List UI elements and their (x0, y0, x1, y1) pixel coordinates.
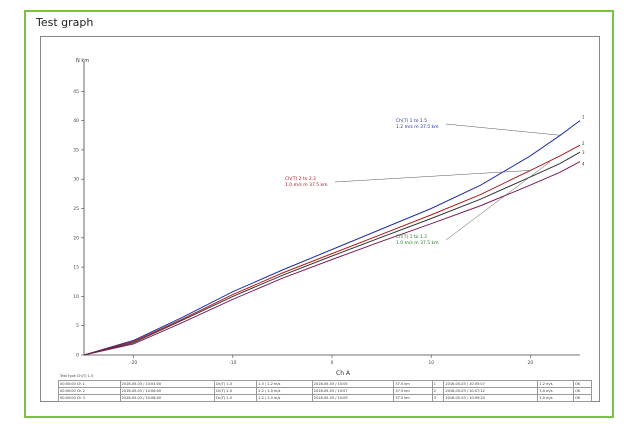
table-cell: 00:00:00 Ch 2 (58, 387, 121, 395)
table-cell: 2016-05-03 / 10:05:07 (443, 380, 539, 388)
annotation-leader (445, 123, 561, 136)
table-cell: 1.2 / 1.0 m/s (256, 394, 313, 402)
table-cell: 37.5 km (393, 394, 433, 402)
table-cell: Ch(T) 1.0 (213, 394, 258, 402)
table-cell: Ch(T) 1.0 (213, 380, 258, 388)
table-cell: 2016-05-03 / 10:09 (311, 394, 395, 402)
annotation-leader (445, 161, 551, 241)
y-tick-label: 10 (73, 294, 79, 300)
table-row: 00:00:00 Ch 3 2016-05-03 / 10:08:00 Ch(T) … (58, 394, 592, 402)
x-axis-label: Ch A (336, 370, 351, 377)
y-unit-label: N km (76, 58, 89, 64)
table-row: 00:00:00 Ch 2 2016-05-03 / 10:06:00 Ch(T) … (58, 387, 592, 395)
series-end-label: 4 (582, 162, 585, 167)
table-cell: 2016-05-03 / 10:04:00 (119, 380, 215, 388)
annotation-group: Ch(T) 1 to 1.51.2 m/s m 37.5 km Ch(T) 2 t… (285, 118, 561, 246)
table-cell: 00:00:00 Ch 3 (58, 394, 121, 402)
annotation-line2: 1.0 m/s m 37.5 km (285, 182, 328, 188)
x-tick-label: 10 (428, 360, 434, 366)
plot-axes: 0 5 10 15 20 25 30 35 40 45 -20 -10 0 10 20 (73, 62, 580, 366)
y-tick-label: 45 (73, 89, 79, 95)
series-end-label: 2 (582, 141, 585, 146)
table-cell: 37.5 km (393, 387, 433, 395)
series-line-3 (83, 151, 581, 356)
table-cell: 1.0 m/s (537, 394, 575, 402)
results-table: 00:00:00 Ch 1 2016-05-03 / 10:04:00 Ch(T) … (58, 380, 592, 402)
table-cell: 00:00:00 Ch 1 (58, 380, 121, 388)
table-cell: 2016-05-03 / 10:06:00 (119, 387, 215, 395)
y-tick-label: 30 (73, 177, 79, 183)
table-cell: 2 (431, 387, 445, 395)
table-cell: OK (573, 387, 592, 395)
table-cell: 37.5 km (393, 380, 433, 388)
plot-border (40, 36, 600, 402)
series-group: 1 2 3 4 (83, 115, 585, 356)
annotation-line2: 1.0 m/s m 37.5 km (396, 240, 439, 246)
x-tick-label: -10 (229, 360, 236, 366)
series-line-1 (83, 120, 581, 356)
table-cell: 2016-05-03 / 10:07 (311, 387, 395, 395)
table-cell: 1.5 / 1.2 m/s (256, 380, 313, 388)
table-cell: 2016-05-03 / 10:09:20 (443, 394, 539, 402)
annotation-line2: 1.2 m/s m 37.5 km (396, 124, 439, 130)
y-tick-label: 25 (73, 206, 79, 212)
annotation-line1: Ch(T) 1 to 1.2 (396, 234, 427, 240)
table-cell: 1.0 m/s (537, 387, 575, 395)
table-cell: Ch(T) 2.0 (213, 387, 258, 395)
y-tick-label: 35 (73, 147, 79, 153)
table-cell: OK (573, 394, 592, 402)
annotation-line1: Ch(T) 1 to 1.5 (396, 118, 427, 124)
table-cell: 2.2 / 1.0 m/s (256, 387, 313, 395)
table-cell: 1 (431, 380, 445, 388)
annotation-leader (334, 170, 531, 183)
y-tick-label: 0 (76, 353, 79, 359)
table-cell: 2016-05-03 / 10:08:00 (119, 394, 215, 402)
series-line-2 (83, 144, 581, 356)
y-tick-label: 15 (73, 265, 79, 271)
annotation-line1: Ch(T) 2 to 2.2 (285, 176, 316, 182)
series-line-4 (83, 161, 581, 356)
table-cell: 1.2 m/s (537, 380, 575, 388)
table-cell: 3 (431, 394, 445, 402)
y-tick-label: 20 (73, 235, 79, 241)
table-cell: 2016-05-03 / 10:05 (311, 380, 395, 388)
x-tick-label: 20 (528, 360, 534, 366)
chart-title: Test graph (36, 16, 94, 29)
y-tick-label: 5 (76, 323, 79, 329)
x-tick-label: 0 (331, 360, 334, 366)
table-row: 00:00:00 Ch 1 2016-05-03 / 10:04:00 Ch(T) … (58, 380, 592, 388)
x-tick-label: -20 (130, 360, 137, 366)
table-caption: Test type Ch(T) 1-5 (60, 374, 94, 378)
table-cell: OK (573, 380, 592, 388)
chart-frame (24, 10, 614, 418)
series-end-label: 1 (582, 115, 585, 120)
y-tick-label: 40 (73, 118, 79, 124)
series-end-label: 3 (582, 150, 585, 155)
table-cell: 2016-05-03 / 10:07:12 (443, 387, 539, 395)
